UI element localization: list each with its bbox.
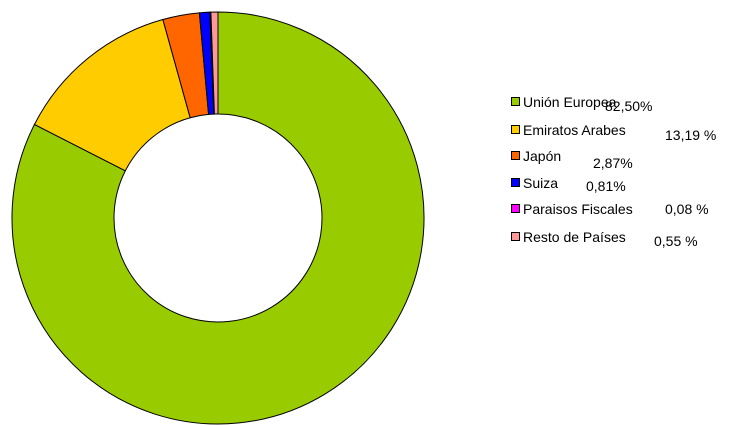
donut-slices: [11, 11, 425, 425]
slice-resto-de-paises: [210, 11, 219, 115]
slice-union-europea: [11, 11, 425, 425]
